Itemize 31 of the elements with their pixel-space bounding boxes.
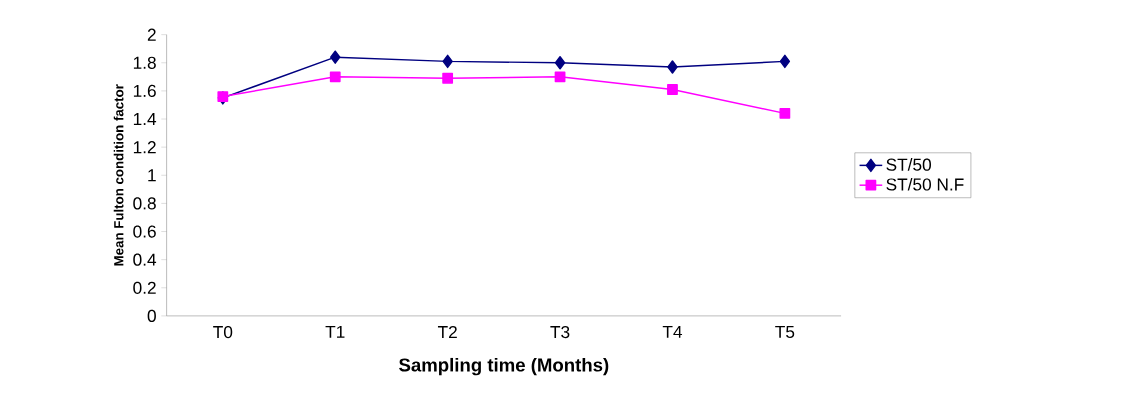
- y-tick-label: 0.4: [133, 253, 157, 266]
- point: [330, 50, 341, 64]
- y-tick-label: 0.8: [133, 197, 156, 210]
- point: [554, 71, 566, 83]
- y-tick-label: 2: [147, 28, 156, 41]
- y-tick-label: 1.2: [133, 141, 156, 154]
- x-tick-label: T1: [325, 325, 345, 338]
- point: [779, 54, 791, 69]
- x-axis-title: Sampling time (Months): [399, 357, 609, 376]
- y-tick-label: 1.8: [133, 56, 156, 69]
- x-tick-label: T2: [437, 325, 457, 339]
- x-tick-label: T3: [550, 325, 570, 339]
- y-tick-label: 1.4: [133, 113, 157, 126]
- point: [442, 54, 453, 69]
- y-tick-label: 0.2: [133, 281, 156, 294]
- y-axis-title: Mean Fulton condition factor: [113, 84, 124, 266]
- point: [442, 72, 454, 84]
- legend-label: ST/50 N.F: [886, 177, 964, 191]
- y-tick-label: 0.6: [133, 225, 156, 238]
- y-tick-label: 0: [147, 309, 156, 323]
- point: [667, 84, 678, 95]
- legend-label: ST/50: [886, 158, 932, 171]
- point: [667, 60, 678, 74]
- point: [554, 56, 566, 70]
- y-tick-label: 1: [148, 169, 156, 182]
- y-tick-label: 1.6: [133, 84, 156, 98]
- point: [329, 71, 341, 83]
- x-tick-label: T0: [213, 325, 233, 339]
- x-tick-label: T5: [775, 325, 795, 339]
- x-tick-label: T4: [662, 325, 683, 338]
- point: [779, 108, 791, 119]
